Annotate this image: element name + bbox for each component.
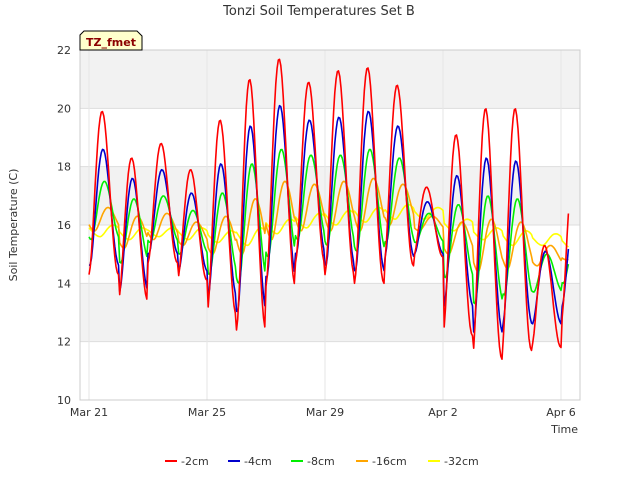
legend: -2cm -4cm -8cm -16cm -32cm <box>165 455 479 468</box>
x-tick-label: Mar 25 <box>188 406 226 419</box>
legend-label: -2cm <box>181 455 209 468</box>
legend-label: -8cm <box>307 455 335 468</box>
tag-label: TZ_fmet <box>86 36 136 49</box>
y-tick-label: 10 <box>57 394 71 407</box>
legend-label: -16cm <box>372 455 407 468</box>
x-axis-ticks: Mar 21 Mar 25 Mar 29 Apr 2 Apr 6 <box>70 406 576 419</box>
x-tick-label: Apr 2 <box>428 406 458 419</box>
plot-frame <box>79 49 581 401</box>
chart-title: Tonzi Soil Temperatures Set B <box>222 4 415 19</box>
series-line <box>88 58 570 361</box>
y-tick-label: 12 <box>57 336 71 349</box>
x-tick-label: Apr 6 <box>546 406 576 419</box>
y-tick-label: 14 <box>57 277 71 290</box>
legend-label: -4cm <box>244 455 272 468</box>
tag-box <box>79 30 143 51</box>
tz-tag: TZ_fmet <box>79 30 143 51</box>
plot-band <box>80 50 580 109</box>
legend-label: -32cm <box>444 455 479 468</box>
y-axis-ticks: 10 12 14 16 18 20 22 <box>57 44 71 407</box>
y-axis-label: Soil Temperature (C) <box>7 169 20 282</box>
y-tick-label: 16 <box>57 219 71 232</box>
x-axis-label: Time <box>550 423 578 436</box>
y-tick-label: 18 <box>57 161 71 174</box>
series-layer <box>88 58 570 361</box>
x-tick-label: Mar 21 <box>70 406 108 419</box>
x-tick-label: Mar 29 <box>306 406 344 419</box>
y-tick-label: 22 <box>57 44 71 57</box>
y-tick-label: 20 <box>57 102 71 115</box>
